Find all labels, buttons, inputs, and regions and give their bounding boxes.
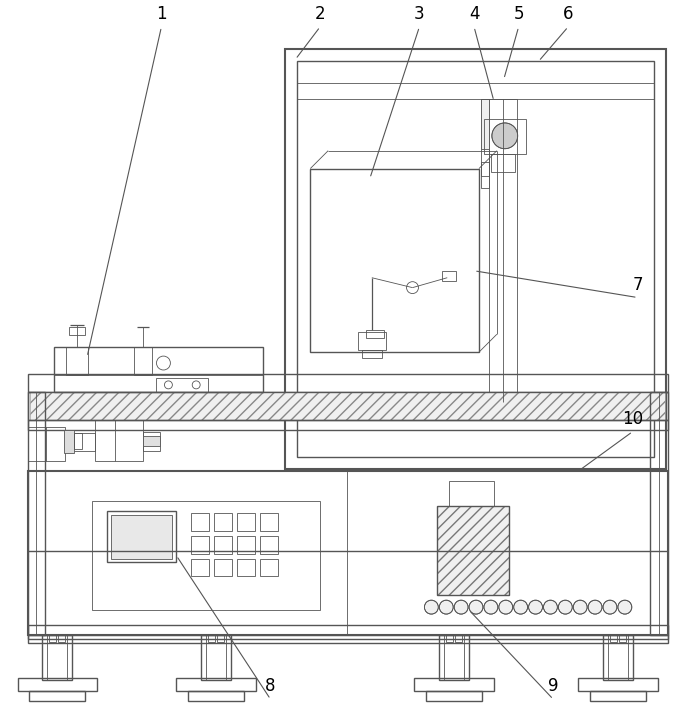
Bar bbox=[66, 347, 88, 375]
Bar bbox=[366, 330, 384, 338]
Circle shape bbox=[544, 600, 558, 614]
Bar bbox=[157, 378, 208, 392]
Bar bbox=[27, 392, 45, 635]
Bar bbox=[481, 162, 489, 175]
Bar bbox=[603, 635, 633, 679]
Bar bbox=[27, 427, 66, 461]
Bar bbox=[188, 691, 244, 701]
Bar bbox=[619, 635, 626, 642]
Circle shape bbox=[499, 600, 513, 614]
Circle shape bbox=[603, 600, 617, 614]
Circle shape bbox=[492, 123, 518, 149]
Bar bbox=[92, 501, 320, 610]
Bar bbox=[427, 691, 482, 701]
Bar bbox=[66, 433, 95, 451]
Bar bbox=[590, 691, 645, 701]
Bar bbox=[489, 99, 516, 402]
Circle shape bbox=[484, 600, 498, 614]
Bar bbox=[217, 635, 224, 642]
Bar bbox=[491, 154, 514, 172]
Bar bbox=[455, 635, 462, 642]
Text: 1: 1 bbox=[156, 5, 167, 23]
Bar bbox=[650, 392, 668, 635]
Text: 3: 3 bbox=[414, 5, 424, 23]
Bar bbox=[31, 392, 664, 420]
Circle shape bbox=[454, 600, 468, 614]
Circle shape bbox=[514, 600, 528, 614]
Bar bbox=[201, 635, 231, 679]
Bar bbox=[74, 433, 82, 449]
Bar bbox=[481, 99, 489, 149]
Bar bbox=[27, 420, 668, 430]
Bar bbox=[443, 271, 456, 281]
Bar bbox=[449, 481, 494, 506]
Bar bbox=[191, 536, 209, 553]
Bar bbox=[260, 536, 277, 553]
Circle shape bbox=[528, 600, 542, 614]
Bar bbox=[59, 635, 66, 642]
Bar bbox=[143, 436, 160, 446]
Bar bbox=[579, 678, 657, 691]
Bar bbox=[214, 536, 232, 553]
Text: 6: 6 bbox=[563, 5, 574, 23]
Bar bbox=[286, 49, 666, 469]
Bar bbox=[29, 691, 85, 701]
Circle shape bbox=[424, 600, 438, 614]
Bar bbox=[107, 511, 176, 563]
Bar bbox=[49, 635, 56, 642]
Circle shape bbox=[588, 600, 602, 614]
Bar bbox=[237, 558, 254, 576]
Bar bbox=[111, 515, 172, 558]
Bar bbox=[310, 169, 479, 352]
Text: 2: 2 bbox=[315, 5, 325, 23]
Circle shape bbox=[558, 600, 572, 614]
Text: 4: 4 bbox=[469, 5, 480, 23]
Circle shape bbox=[618, 600, 631, 614]
Bar bbox=[64, 430, 74, 453]
Bar bbox=[237, 536, 254, 553]
Bar bbox=[27, 625, 668, 639]
Bar bbox=[134, 347, 151, 375]
Bar bbox=[610, 635, 617, 642]
Bar bbox=[27, 392, 668, 420]
Bar bbox=[214, 513, 232, 531]
Bar bbox=[95, 420, 143, 461]
Bar bbox=[176, 678, 256, 691]
Bar bbox=[27, 471, 668, 635]
Bar bbox=[143, 432, 160, 451]
Bar bbox=[208, 635, 215, 642]
Bar bbox=[362, 350, 382, 358]
Bar bbox=[260, 513, 277, 531]
Bar bbox=[439, 635, 469, 679]
Bar bbox=[481, 99, 489, 189]
Text: 8: 8 bbox=[266, 677, 276, 696]
Bar bbox=[437, 506, 509, 595]
Text: 5: 5 bbox=[514, 5, 524, 23]
Bar bbox=[27, 374, 668, 392]
Text: 9: 9 bbox=[548, 677, 559, 696]
Bar bbox=[358, 332, 385, 350]
Bar bbox=[27, 635, 668, 643]
Bar bbox=[214, 558, 232, 576]
Bar bbox=[43, 635, 72, 679]
Circle shape bbox=[573, 600, 587, 614]
Circle shape bbox=[469, 600, 483, 614]
Bar bbox=[437, 506, 509, 595]
Bar bbox=[298, 61, 654, 458]
Text: 10: 10 bbox=[622, 410, 643, 428]
Bar bbox=[446, 635, 453, 642]
Bar bbox=[17, 678, 97, 691]
Bar bbox=[191, 558, 209, 576]
Bar bbox=[54, 347, 263, 392]
Bar bbox=[191, 513, 209, 531]
Text: 7: 7 bbox=[632, 275, 643, 294]
Bar bbox=[260, 558, 277, 576]
Bar bbox=[237, 513, 254, 531]
Bar bbox=[69, 327, 85, 335]
Circle shape bbox=[439, 600, 453, 614]
Bar bbox=[484, 119, 526, 154]
Bar bbox=[415, 678, 494, 691]
